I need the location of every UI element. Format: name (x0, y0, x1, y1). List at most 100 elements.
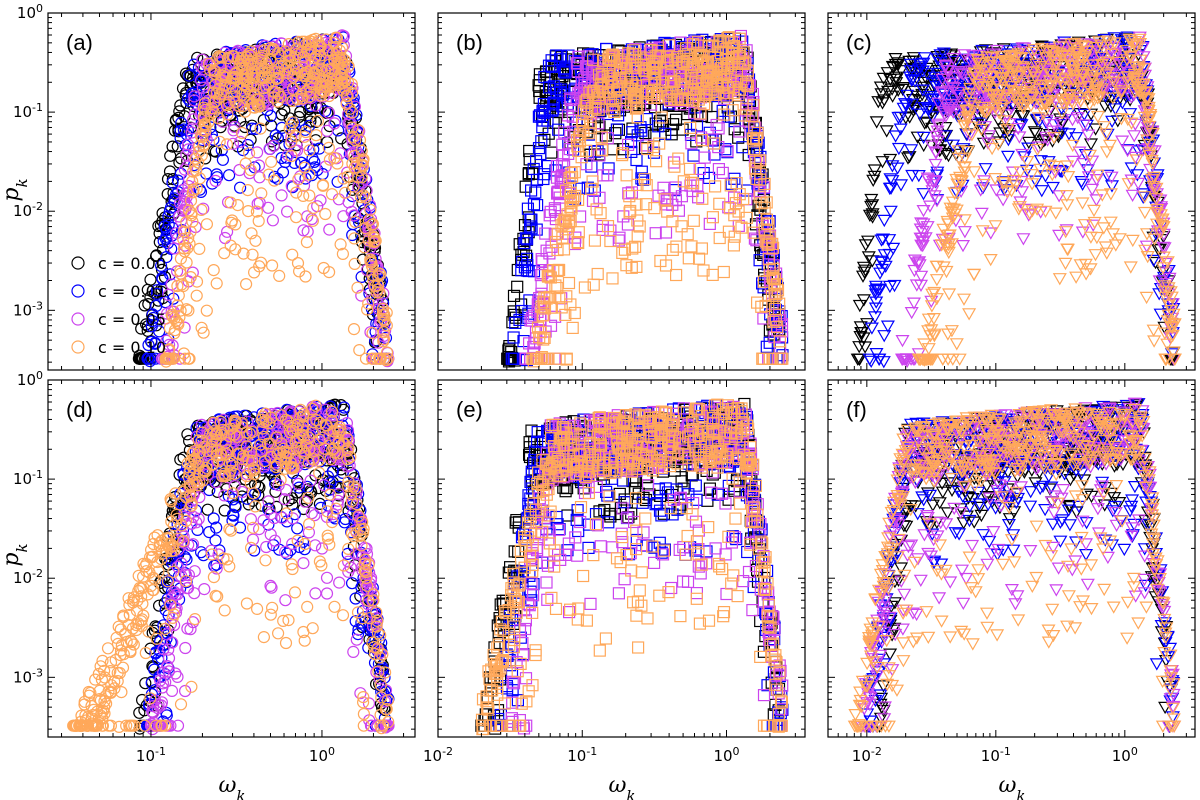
data-point-010 (762, 253, 775, 266)
data-point-005 (910, 257, 925, 270)
data-point-010 (631, 111, 644, 124)
data-point-010 (652, 44, 665, 57)
data-point-010 (1082, 98, 1097, 112)
data-point-000 (542, 127, 555, 140)
data-point-010 (1016, 102, 1031, 115)
data-point-010 (573, 131, 586, 144)
data-point-010 (1103, 188, 1118, 201)
data-point-010 (1032, 83, 1048, 97)
data-point-005 (227, 124, 240, 137)
data-point-005 (550, 159, 564, 173)
data-point-010 (706, 211, 720, 224)
data-point-001 (885, 160, 900, 173)
data-point-010 (190, 289, 203, 302)
data-point-005 (1137, 69, 1153, 83)
data-point-000 (137, 352, 150, 365)
data-point-005 (895, 353, 910, 366)
data-point-005 (233, 163, 246, 177)
data-point-000 (865, 199, 880, 212)
data-point-010 (1090, 85, 1106, 98)
data-point-010 (966, 268, 982, 282)
data-point-000 (895, 83, 910, 97)
data-point-010 (640, 179, 653, 192)
data-point-010 (663, 93, 676, 106)
data-point-010 (1016, 88, 1031, 101)
data-point-010 (538, 331, 551, 344)
data-point-010 (659, 259, 673, 272)
data-point-000 (860, 235, 876, 248)
data-point-010 (1079, 268, 1094, 281)
data-point-001 (1061, 108, 1076, 121)
data-point-010 (177, 232, 190, 246)
data-point-005 (712, 122, 725, 135)
data-point-010 (565, 170, 579, 184)
data-point-010 (560, 290, 573, 303)
data-point-010 (927, 328, 942, 341)
data-point-005 (1047, 119, 1062, 132)
data-point-005 (920, 221, 935, 234)
data-point-010 (921, 343, 936, 356)
data-point-000 (150, 249, 163, 262)
data-point-000 (858, 341, 873, 354)
data-point-005 (1124, 174, 1139, 187)
data-point-010 (323, 153, 336, 166)
data-point-010 (1065, 74, 1081, 88)
data-point-010 (985, 52, 1000, 65)
data-point-010 (746, 109, 759, 123)
data-point-010 (976, 178, 991, 192)
data-point-010 (251, 98, 264, 111)
data-point-005 (1131, 177, 1146, 191)
data-point-010 (278, 45, 292, 58)
data-point-010 (1100, 35, 1115, 48)
data-point-010 (200, 304, 213, 317)
data-point-005 (527, 309, 541, 322)
data-point-005 (1039, 131, 1054, 145)
data-point-005 (1065, 155, 1081, 169)
data-point-010 (1122, 33, 1137, 47)
data-point-010 (962, 88, 977, 101)
data-point-010 (325, 188, 339, 201)
data-point-010 (298, 130, 311, 143)
data-point-010 (180, 303, 193, 316)
data-point-005 (1128, 118, 1143, 132)
data-point-005 (1156, 228, 1171, 242)
data-point-005 (1150, 225, 1165, 238)
data-point-001 (156, 273, 169, 286)
data-point-010 (244, 49, 257, 62)
data-point-001 (518, 261, 532, 274)
data-point-010 (572, 144, 585, 157)
data-point-001 (1001, 134, 1016, 147)
data-point-010 (272, 87, 285, 100)
data-point-010 (366, 327, 379, 340)
data-point-010 (1059, 50, 1074, 64)
data-point-010 (1089, 41, 1105, 55)
data-point-010 (682, 252, 695, 265)
data-point-001 (740, 184, 754, 197)
data-point-010 (588, 86, 601, 99)
data-point-010 (1077, 219, 1092, 232)
data-point-005 (985, 48, 1000, 61)
data-point-010 (206, 102, 219, 115)
data-point-010 (254, 256, 268, 269)
data-point-010 (737, 192, 750, 206)
data-point-010 (631, 230, 644, 243)
data-point-000 (507, 289, 521, 302)
data-point-010 (648, 76, 661, 90)
data-point-001 (716, 104, 729, 118)
data-point-010 (1141, 112, 1156, 125)
data-point-010 (1092, 91, 1107, 104)
data-point-000 (858, 239, 873, 252)
data-point-010 (373, 352, 386, 365)
data-point-010 (919, 353, 934, 366)
data-point-010 (564, 298, 577, 311)
data-point-010 (186, 175, 199, 188)
data-point-005 (955, 101, 970, 114)
data-point-010 (361, 303, 374, 316)
data-point-005 (1089, 174, 1104, 187)
data-point-010 (190, 275, 204, 288)
data-point-010 (1054, 72, 1069, 85)
data-point-000 (902, 111, 917, 124)
data-point-010 (322, 141, 335, 154)
data-point-010 (976, 106, 991, 119)
data-point-010 (648, 202, 661, 215)
